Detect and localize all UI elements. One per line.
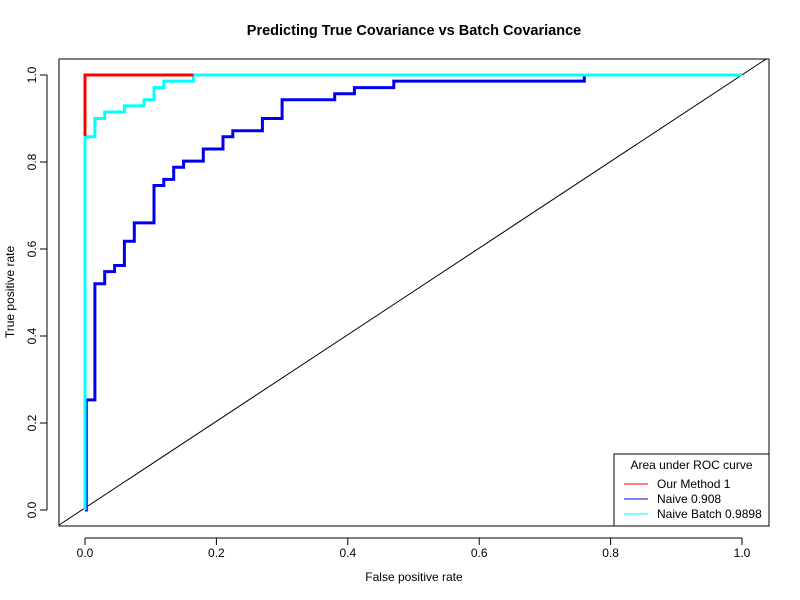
legend-entry-label: Our Method 1 <box>657 477 731 491</box>
series-line-naive-0-908 <box>84 73 742 512</box>
series-line-our-method-1 <box>83 73 194 136</box>
x-axis-label: False positive rate <box>365 570 463 584</box>
series-line-naive-batch-0-9898 <box>83 73 742 510</box>
y-tick-label: 0.4 <box>25 327 39 344</box>
y-tick-label: 0.6 <box>25 240 39 257</box>
y-tick-label: 0.8 <box>25 153 39 170</box>
y-tick-label: 1.0 <box>25 66 39 83</box>
y-tick-label: 0.2 <box>25 414 39 431</box>
x-tick-label: 0.2 <box>208 546 225 560</box>
x-tick-label: 0.8 <box>602 546 619 560</box>
plot-frame <box>58 58 770 527</box>
x-tick-label: 0.6 <box>471 546 488 560</box>
legend-entry-label: Naive Batch 0.9898 <box>657 507 762 521</box>
chart-title: Predicting True Covariance vs Batch Cova… <box>247 23 581 39</box>
legend-title: Area under ROC curve <box>630 458 752 472</box>
x-tick-label: 1.0 <box>734 546 751 560</box>
diagonal-reference-line <box>59 59 768 526</box>
x-tick-label: 0.4 <box>339 546 356 560</box>
plot-area: 0.0 0.2 0.4 0.6 0.8 1.0 0.0 0.2 0.4 0.6 0.8 1.0 <box>25 58 770 560</box>
y-axis-label: True positive rate <box>3 246 17 339</box>
y-tick-label: 0.0 <box>25 501 39 518</box>
legend-entry-label: Naive 0.908 <box>657 492 721 506</box>
x-tick-label: 0.0 <box>77 546 94 560</box>
